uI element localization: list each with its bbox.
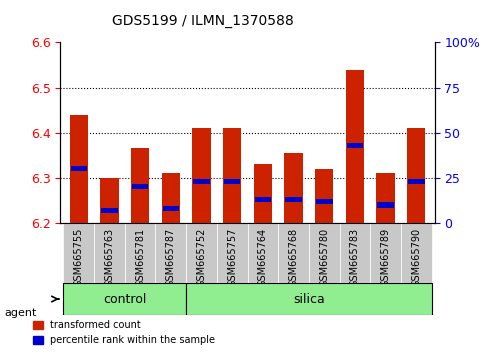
Text: GSM665764: GSM665764 (258, 228, 268, 287)
Bar (100, 178, 119, 223)
FancyBboxPatch shape (309, 223, 340, 283)
FancyBboxPatch shape (217, 223, 248, 283)
Text: GSM665757: GSM665757 (227, 228, 237, 287)
Legend: transformed count, percentile rank within the sample: transformed count, percentile rank withi… (29, 316, 219, 349)
FancyBboxPatch shape (278, 223, 309, 283)
Bar (132, 184, 148, 189)
FancyBboxPatch shape (156, 223, 186, 283)
Bar (192, 128, 211, 223)
Bar (254, 164, 272, 223)
Text: GSM665789: GSM665789 (381, 228, 391, 287)
Text: control: control (103, 292, 146, 306)
Text: GSM665780: GSM665780 (319, 228, 329, 287)
FancyBboxPatch shape (186, 223, 217, 283)
Bar (407, 128, 426, 223)
Text: GSM665763: GSM665763 (104, 228, 114, 287)
Bar (223, 128, 242, 223)
FancyBboxPatch shape (340, 223, 370, 283)
Text: GSM665783: GSM665783 (350, 228, 360, 287)
Bar (285, 197, 302, 202)
Text: GSM665781: GSM665781 (135, 228, 145, 287)
Bar (346, 69, 364, 223)
Text: GSM665755: GSM665755 (74, 228, 84, 287)
FancyBboxPatch shape (370, 223, 401, 283)
Text: GSM665787: GSM665787 (166, 228, 176, 287)
FancyBboxPatch shape (248, 223, 278, 283)
Text: GSM665752: GSM665752 (197, 228, 207, 287)
Text: agent: agent (5, 308, 37, 318)
Bar (284, 153, 303, 223)
Bar (162, 173, 180, 223)
Bar (408, 179, 425, 184)
Bar (193, 179, 210, 184)
Bar (315, 169, 333, 223)
FancyBboxPatch shape (63, 223, 94, 283)
FancyBboxPatch shape (63, 283, 186, 315)
Bar (131, 148, 149, 223)
Bar (377, 202, 394, 207)
Bar (163, 206, 179, 211)
Text: GDS5199 / ILMN_1370588: GDS5199 / ILMN_1370588 (112, 14, 294, 28)
Text: silica: silica (293, 292, 325, 306)
Text: GSM665790: GSM665790 (412, 228, 421, 287)
Bar (71, 166, 87, 171)
FancyBboxPatch shape (186, 283, 432, 315)
Bar (376, 173, 395, 223)
FancyBboxPatch shape (94, 223, 125, 283)
FancyBboxPatch shape (401, 223, 432, 283)
Text: GSM665768: GSM665768 (288, 228, 298, 287)
Bar (101, 207, 118, 213)
Bar (316, 199, 332, 204)
Bar (347, 143, 363, 148)
FancyBboxPatch shape (125, 223, 156, 283)
Bar (255, 197, 271, 202)
Bar (224, 179, 241, 184)
Bar (70, 115, 88, 223)
